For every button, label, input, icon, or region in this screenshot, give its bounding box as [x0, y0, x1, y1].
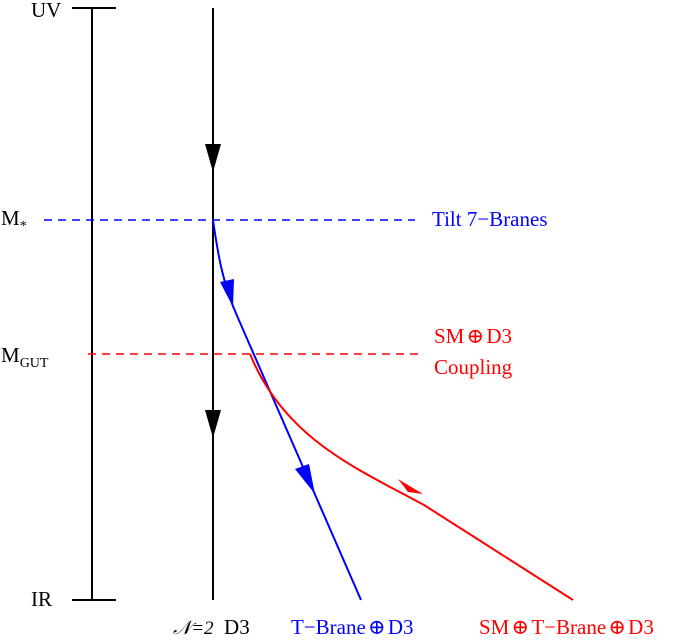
tilt-7-branes-annotation: Tilt 7−Branes — [432, 207, 548, 231]
sm-d3-coupling-annotation-line1: SM ⊕ D3 — [434, 326, 512, 347]
oplus-symbol: ⊕ — [466, 324, 485, 348]
t-brane-flow-arrow-upper — [220, 279, 234, 307]
m-gut-label-sub: GUT — [19, 356, 49, 371]
uv-label: UV — [31, 0, 62, 22]
t-brane-flow-line — [212, 219, 362, 601]
m-gut-label: MGUT — [1, 345, 48, 371]
sm-t-brane-flow-arrow — [398, 479, 423, 494]
n2-d3-flow-arrow-lower — [205, 410, 221, 438]
n2-d3-flow-label: 𝒩=2 D3 — [173, 615, 250, 639]
m-star-label-base: M — [1, 206, 20, 230]
oplus-symbol: ⊕ — [368, 615, 386, 639]
sm-t-brane-flow-line — [249, 353, 574, 601]
oplus-symbol: ⊕ — [608, 615, 626, 639]
m-gut-label-base: M — [1, 343, 20, 367]
m-star-label-sub: * — [19, 219, 27, 234]
t-brane-flow-label: T−Brane ⊕ D3 — [291, 617, 413, 638]
t-brane-label-b: D3 — [387, 615, 414, 639]
n2-d3-flow-arrow-upper — [205, 144, 221, 172]
sm-t-brane-label-b: T−Brane — [531, 615, 607, 639]
sm-t-brane-flow-label: SM ⊕ T−Brane ⊕ D3 — [479, 617, 654, 638]
sm-d3-coupling-sm: SM — [434, 324, 465, 348]
oplus-symbol: ⊕ — [511, 615, 530, 639]
ir-label: IR — [31, 587, 52, 611]
sm-d3-coupling-d3: D3 — [486, 324, 513, 348]
t-brane-flow-arrow-lower — [295, 464, 315, 494]
sm-t-brane-label-c: D3 — [628, 615, 654, 639]
t-brane-label-a: T−Brane — [291, 615, 366, 639]
n2-d3-label: D3 — [224, 615, 250, 639]
sm-t-brane-label-a: SM — [479, 615, 510, 639]
sm-d3-coupling-annotation-line2: Coupling — [434, 355, 513, 379]
m-star-label: M* — [1, 208, 27, 234]
n2-label: 𝒩=2 — [173, 618, 214, 639]
